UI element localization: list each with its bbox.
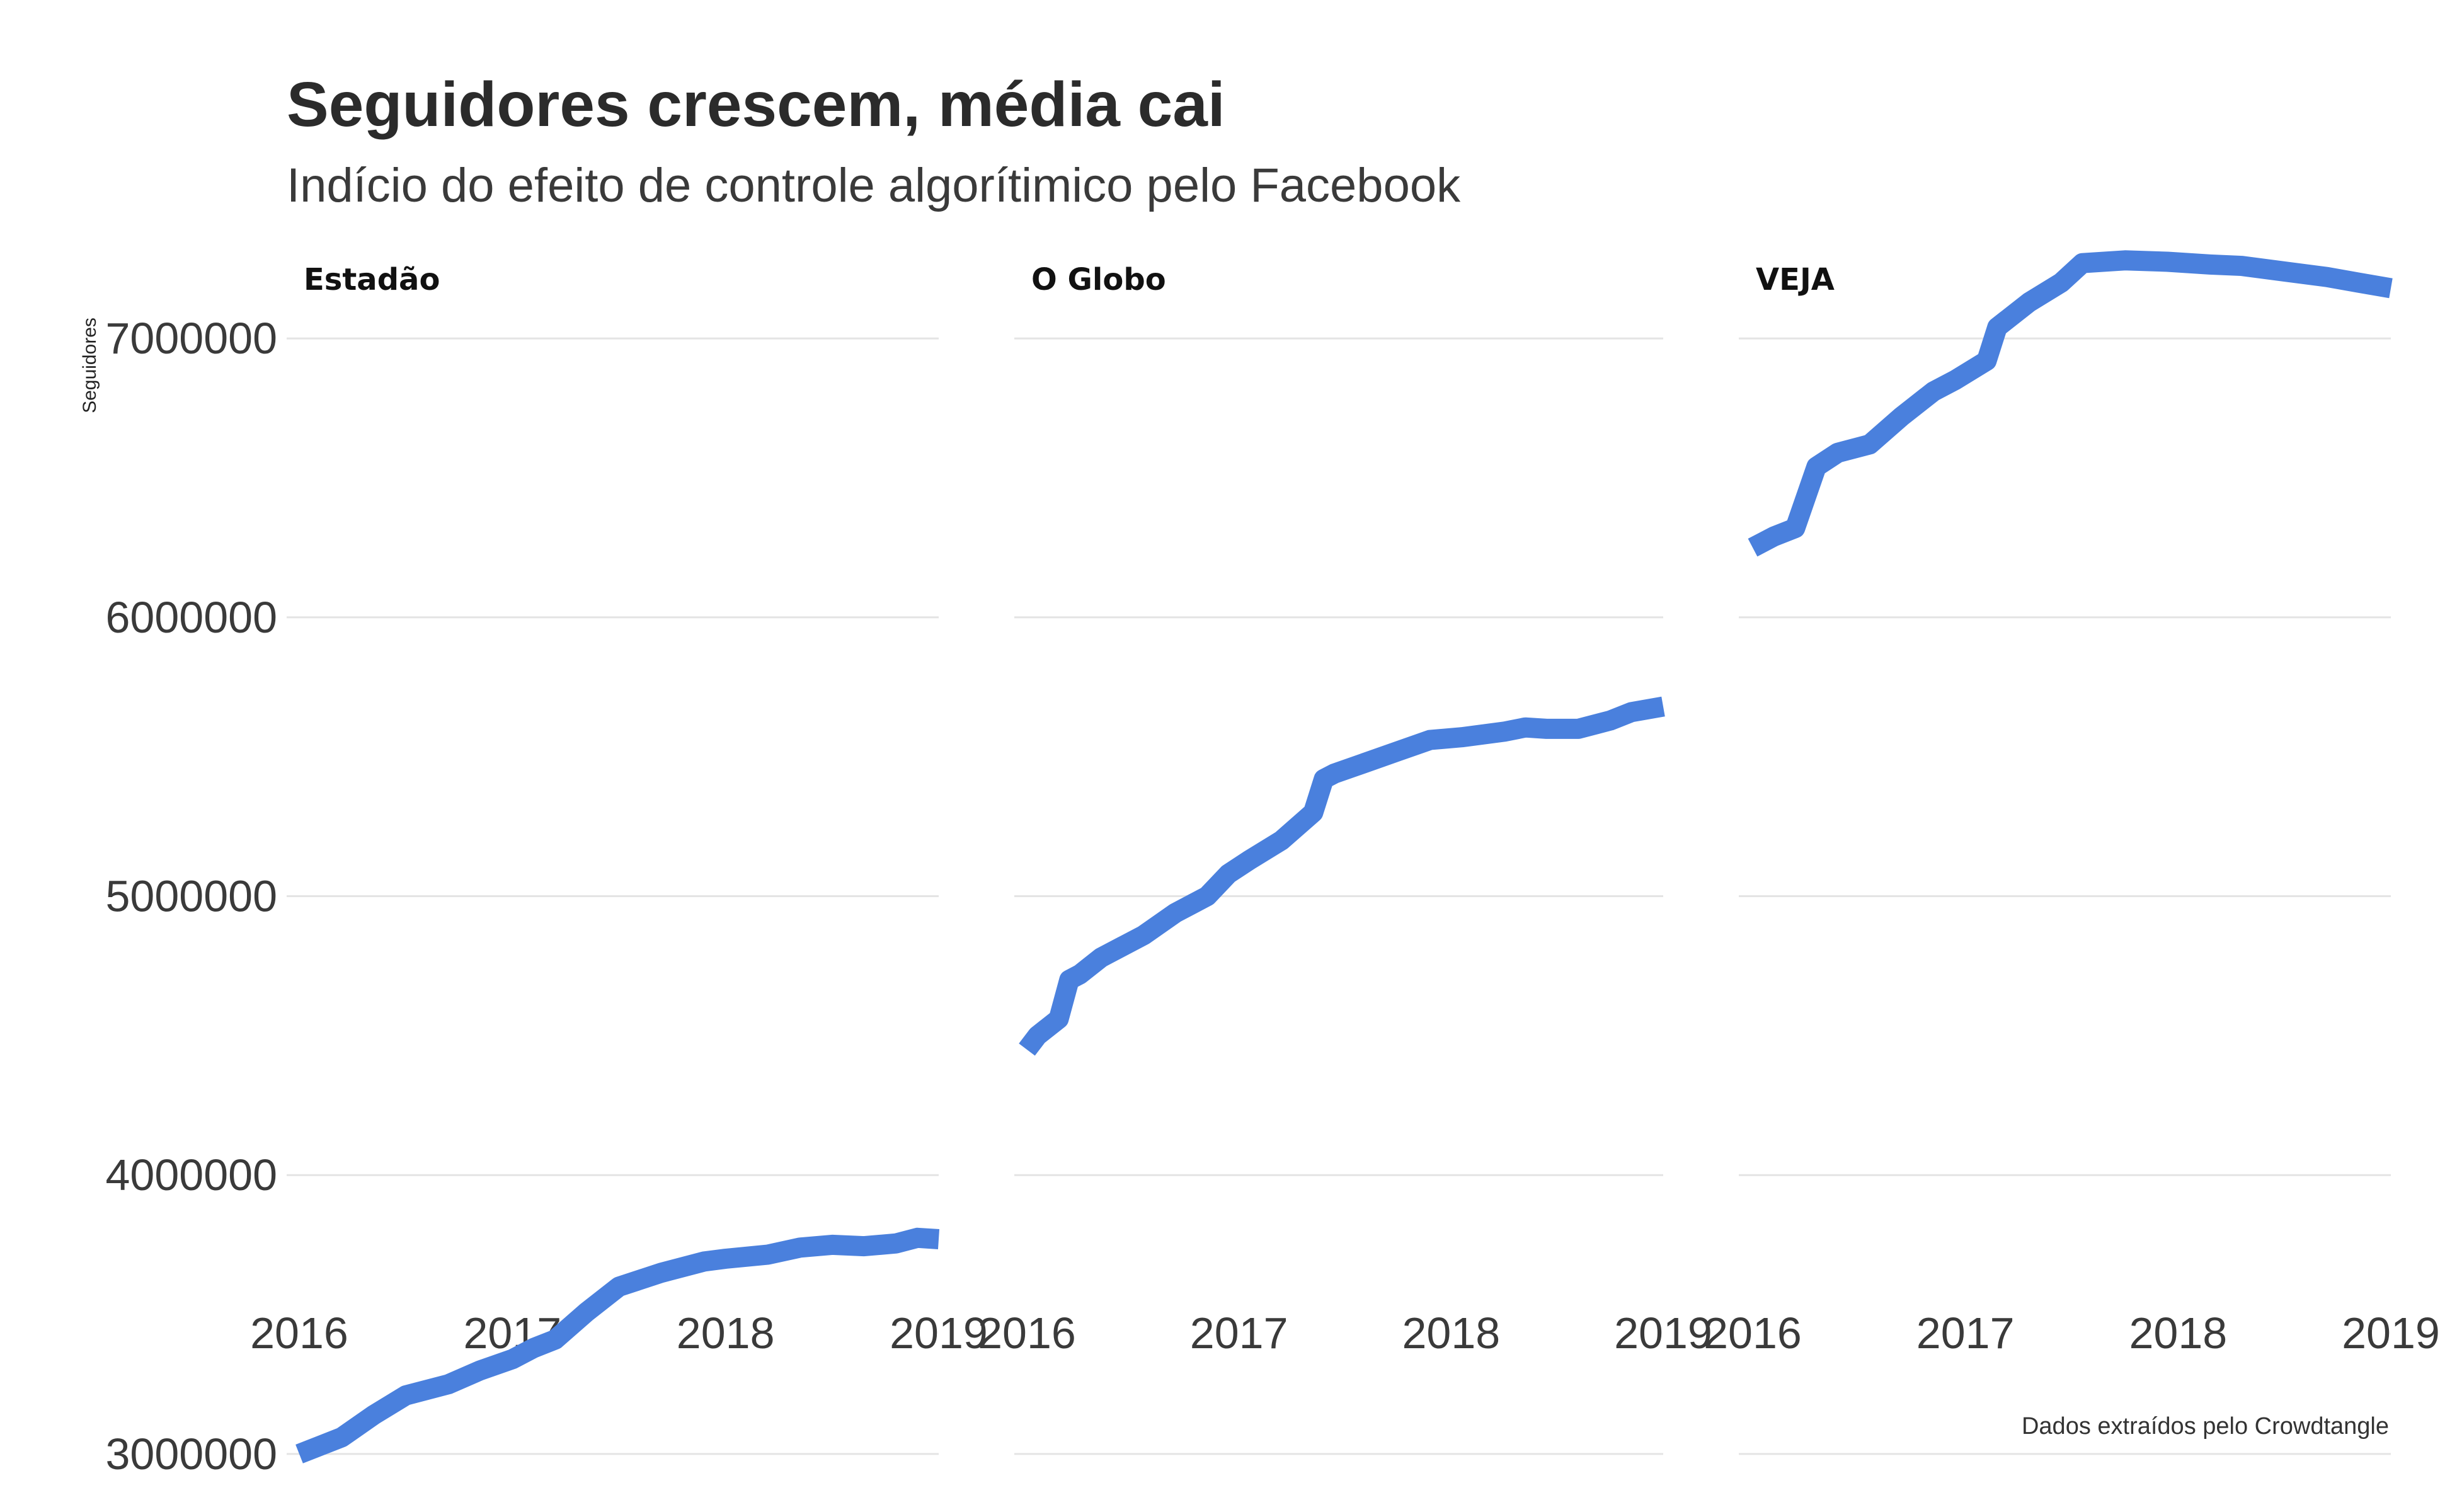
- x-tick-label: 2017: [1190, 1309, 1288, 1358]
- x-tick-label: 2018: [2129, 1309, 2227, 1358]
- facet-panel-3: VEJA 2016 2017 2018 2019: [1704, 250, 2440, 1455]
- y-axis-label: Seguidores: [79, 318, 100, 413]
- x-tick-label: 2016: [250, 1309, 348, 1358]
- chart-caption: Dados extraídos pelo Crowdtangle: [2022, 1413, 2389, 1440]
- facet-panels: Estadão 2016 2017 2018 2019 3000000 4000000 500…: [105, 250, 2440, 1479]
- chart-subtitle: Indício do efeito de controle algorítimi…: [287, 159, 1461, 212]
- x-tick-label: 2019: [2342, 1309, 2440, 1358]
- x-tick-label: 2017: [1916, 1309, 2015, 1358]
- x-tick-label: 2018: [677, 1309, 775, 1358]
- facet-panel-2: O Globo 2016 2017 2018 2019: [978, 262, 1712, 1455]
- facet-label: O Globo: [1031, 262, 1166, 297]
- y-tick-label: 6000000: [105, 593, 277, 642]
- y-tick-label: 4000000: [105, 1150, 277, 1200]
- y-tick-label: 7000000: [105, 314, 277, 363]
- series-line: [1019, 696, 1665, 1056]
- chart-title: Seguidores crescem, média cai: [287, 69, 1225, 140]
- facet-label: Estadão: [304, 262, 440, 297]
- series-line: [1748, 250, 2393, 557]
- x-tick-label: 2019: [890, 1309, 988, 1358]
- x-tick-label: 2016: [978, 1309, 1076, 1358]
- facet-label: VEJA: [1756, 262, 1835, 297]
- x-tick-label: 2019: [1614, 1309, 1712, 1358]
- x-tick-label: 2016: [1704, 1309, 1802, 1358]
- x-tick-label: 2018: [1402, 1309, 1500, 1358]
- y-tick-label: 5000000: [105, 872, 277, 921]
- y-tick-label: 3000000: [105, 1429, 277, 1479]
- series-line: [295, 1227, 940, 1463]
